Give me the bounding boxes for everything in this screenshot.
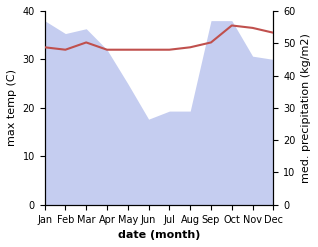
Y-axis label: med. precipitation (kg/m2): med. precipitation (kg/m2) xyxy=(301,33,311,183)
Y-axis label: max temp (C): max temp (C) xyxy=(7,69,17,146)
X-axis label: date (month): date (month) xyxy=(118,230,200,240)
